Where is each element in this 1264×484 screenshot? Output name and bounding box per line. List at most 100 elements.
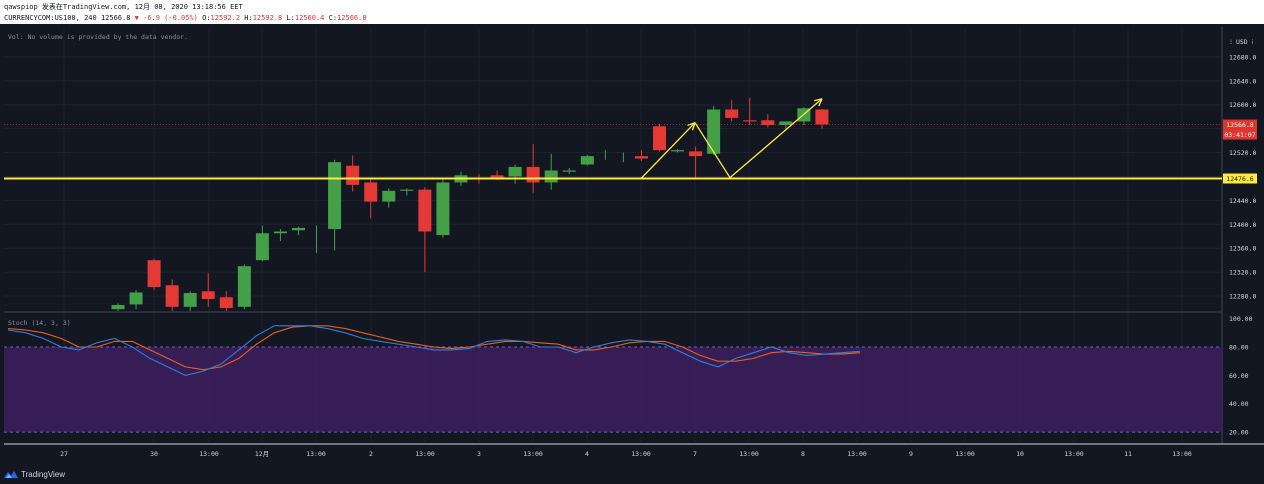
ohlc-line: CURRENCYCOM:US100, 240 12566.8 ▼ -6.9 (-…: [4, 13, 367, 23]
candle: [761, 120, 775, 126]
candle: [147, 260, 161, 288]
stoch-label: Stoch (14, 3, 3): [8, 319, 71, 327]
candle: [219, 297, 233, 309]
time-tick-label: 13:00: [199, 450, 219, 458]
time-tick-label: 13:00: [739, 450, 759, 458]
time-tick-label: 13:00: [955, 450, 975, 458]
candle: [255, 233, 269, 261]
open-label: O:: [202, 14, 211, 22]
drawing-arrow-up-2-head: [818, 98, 823, 107]
stoch-tick-label: 100.00: [1229, 315, 1253, 323]
low-label: L:: [286, 14, 295, 22]
price-tick-label: 12320.0: [1229, 269, 1256, 277]
price-tick-label: 12280.0: [1229, 293, 1256, 301]
stoch-tick-label: 40.00: [1229, 400, 1249, 408]
candle: [634, 156, 648, 159]
candle: [779, 121, 793, 126]
candle: [273, 231, 287, 234]
candle: [707, 109, 721, 154]
candle: [508, 166, 522, 177]
candle: [815, 109, 829, 125]
high-label: H:: [244, 14, 253, 22]
main-pane: [4, 27, 1222, 311]
stoch-band: [4, 347, 1222, 433]
price-tick-label: 12400.0: [1229, 221, 1256, 229]
high-value: 12592.8: [252, 14, 283, 22]
candle: [346, 165, 360, 185]
time-tick-label: 13:00: [1172, 450, 1192, 458]
stoch-tick-label: 80.00: [1229, 344, 1249, 352]
time-tick-label: 9: [909, 450, 913, 458]
chart-header: qawspiop 发表在TradingView.com, 12月 08, 202…: [0, 0, 1264, 24]
candle: [201, 291, 215, 300]
candle: [292, 227, 305, 231]
time-tick-label: 12月: [255, 450, 269, 458]
drawing-arrow-up-1: [640, 122, 696, 179]
candle: [653, 126, 666, 151]
price-tick-label: 12640.0: [1229, 77, 1256, 85]
stoch-d-line: [7, 325, 861, 371]
candle: [129, 292, 143, 305]
stoch-tick-label: 60.00: [1229, 372, 1249, 380]
publish-line: qawspiop 发表在TradingView.com, 12月 08, 202…: [4, 3, 243, 11]
footer-bar: TradingView: [0, 467, 1264, 484]
candle: [743, 120, 757, 122]
tradingview-brand[interactable]: TradingView: [4, 470, 65, 479]
time-tick-label: 3: [477, 450, 481, 458]
candle: [544, 170, 558, 183]
last-price: 12566.8: [100, 14, 131, 22]
countdown-tag-box: [1223, 129, 1257, 140]
drawing-arrow-up-1-head: [691, 122, 696, 131]
countdown-tag-value: 03:41:07: [1224, 131, 1255, 139]
change-value: ▼ -6.9 (-0.05%): [134, 14, 198, 22]
level-tag-value: 12476.6: [1226, 175, 1253, 183]
price-tick-label: 12600.0: [1229, 101, 1256, 109]
tradingview-logo-icon: [4, 471, 18, 478]
price-tag-box: [1223, 119, 1257, 130]
drawing-arrow-up-1-head: [687, 122, 696, 127]
price-tick-label: 12680.0: [1229, 53, 1256, 61]
time-tick-label: 27: [60, 450, 68, 458]
candle: [526, 166, 540, 183]
drawing-arrow-up-2: [729, 98, 823, 179]
time-tick-label: 13:00: [523, 450, 543, 458]
candle: [237, 266, 251, 307]
candle: [400, 189, 414, 191]
candle: [671, 150, 685, 152]
time-tick-label: 4: [585, 450, 589, 458]
time-tick-label: 2: [369, 450, 373, 458]
candle: [580, 156, 594, 165]
volume-note: Vol: No volume is provided by the data v…: [8, 33, 189, 41]
time-tick-label: 30: [150, 450, 158, 458]
price-tick-label: 12520.0: [1229, 149, 1256, 157]
candle: [490, 175, 504, 178]
time-tick-label: 13:00: [415, 450, 435, 458]
level-tag-box: [1223, 173, 1257, 184]
chart-svg[interactable]: ⁝ USD ⁞ 12280.0 12320.0 12360.0 12400.0 12440…: [0, 24, 1264, 467]
stoch-k-line: [7, 325, 861, 376]
drawing-arrow-up-2-head: [814, 98, 823, 102]
drawing-zigzag-down: [694, 122, 731, 179]
time-tick-label: 13:00: [631, 450, 651, 458]
close-value: 12566.8: [337, 14, 367, 22]
time-tick-label: 8: [801, 450, 805, 458]
low-value: 12560.4: [294, 14, 325, 22]
price-tag-value: 12566.8: [1226, 121, 1253, 129]
brand-label: TradingView: [21, 470, 66, 479]
time-tick-label: 10: [1016, 450, 1024, 458]
candle: [562, 170, 576, 172]
candle: [183, 293, 197, 307]
candle: [111, 305, 125, 310]
time-tick-label: 11: [1124, 450, 1132, 458]
candle: [382, 190, 396, 202]
currency-label: ⁝ USD ⁞: [1230, 38, 1254, 46]
time-tick-label: 13:00: [1064, 450, 1084, 458]
candle: [328, 162, 342, 230]
candle: [165, 285, 179, 307]
candle: [725, 109, 739, 118]
candle: [418, 189, 432, 232]
time-tick-label: 7: [693, 450, 697, 458]
price-tick-label: 12360.0: [1229, 245, 1256, 253]
symbol-label: CURRENCYCOM:US100, 240: [4, 14, 97, 22]
time-tick-label: 13:00: [306, 450, 326, 458]
